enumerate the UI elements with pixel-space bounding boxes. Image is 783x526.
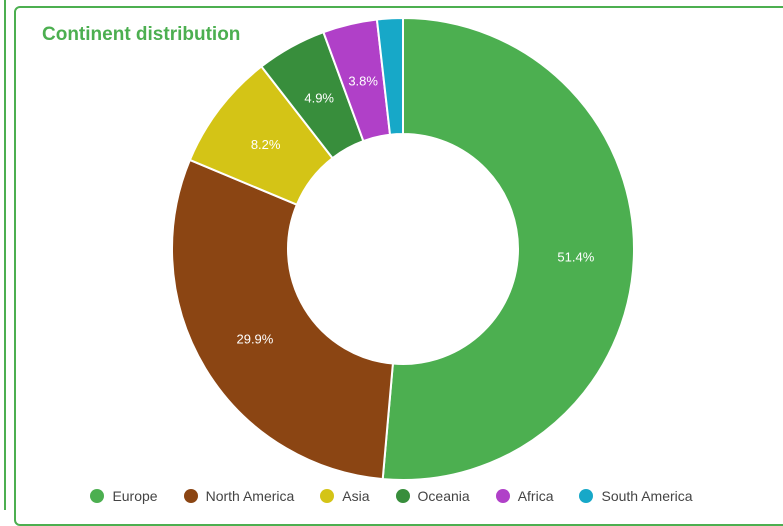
legend-label: Asia: [342, 488, 370, 504]
slice-north-america[interactable]: [171, 158, 394, 481]
legend-swatch: [579, 489, 594, 503]
legend-label: South America: [601, 488, 693, 504]
chart-title: Continent distribution: [42, 24, 241, 45]
legend-swatch: [90, 489, 105, 503]
donut-chart: 51.4% 29.9% 8.2% 4.9% 3.8%: [171, 16, 635, 481]
legend-label: Africa: [517, 488, 554, 504]
slice-label-north-america: 29.9%: [236, 331, 273, 346]
legend-swatch: [395, 489, 410, 503]
slice-label-africa: 3.8%: [348, 74, 378, 89]
slice-label-asia: 8.2%: [251, 137, 281, 152]
chart-legend: Europe North America Asia Oceania Africa Sout…: [0, 484, 783, 508]
legend-swatch: [320, 489, 335, 503]
slice-europe[interactable]: [381, 16, 635, 481]
legend-item-africa[interactable]: Africa: [495, 488, 554, 504]
slice-label-oceania: 4.9%: [304, 91, 334, 106]
legend-swatch: [183, 489, 198, 503]
legend-swatch: [495, 489, 510, 503]
legend-label: Oceania: [417, 488, 470, 504]
legend-label: Europe: [112, 488, 158, 504]
slice-label-europe: 51.4%: [557, 250, 594, 265]
legend-item-europe[interactable]: Europe: [90, 488, 158, 504]
legend-item-north-america[interactable]: North America: [183, 488, 295, 504]
legend-item-oceania[interactable]: Oceania: [395, 488, 470, 504]
legend-label: North America: [205, 488, 295, 504]
legend-item-south-america[interactable]: South America: [579, 488, 693, 504]
left-panel-edge: [0, 0, 6, 510]
slice-south-america[interactable]: [375, 16, 404, 136]
legend-item-asia[interactable]: Asia: [320, 488, 370, 504]
